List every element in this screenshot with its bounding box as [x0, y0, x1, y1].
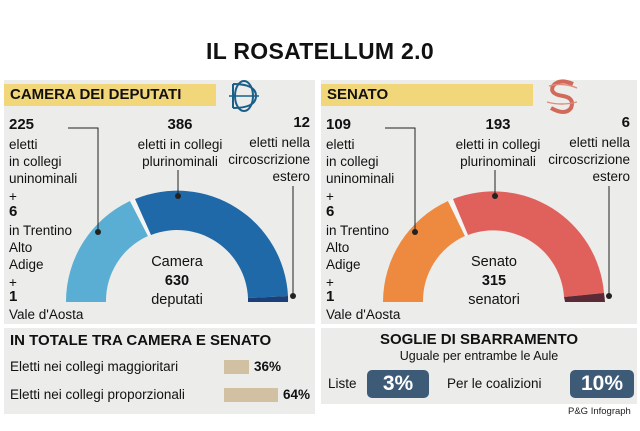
dc-monogram-icon: [229, 80, 259, 112]
camera-trentino-line1: in Trentino: [9, 223, 73, 238]
senato-estero-line1: eletti nella: [569, 135, 630, 150]
camera-arc-plurinominali: [135, 190, 288, 298]
soglie-subtitle: Uguale per entrambe le Aule: [399, 349, 559, 363]
totals-header: IN TOTALE TRA CAMERA E SENATO: [10, 332, 272, 349]
senato-leader-uni: [385, 127, 416, 232]
camera-uni-line3: uninominali: [9, 171, 78, 186]
totals-row-pct: 64%: [283, 387, 311, 402]
senato-aosta-num: 1: [326, 288, 335, 305]
totals-row-label: Eletti nei collegi proporzionali: [10, 387, 185, 402]
camera-uni-line2: in collegi: [9, 154, 62, 169]
camera-pluri-num: 386: [167, 116, 193, 133]
camera-center-top: Camera: [151, 254, 203, 270]
senato-center-num: 315: [481, 273, 507, 289]
camera-estero-num: 12: [293, 114, 310, 131]
camera-center-bottom: deputati: [151, 292, 203, 308]
camera-uni-num: 225: [9, 116, 35, 133]
camera-pluri-line2: plurinominali: [142, 154, 218, 169]
senato-estero-line3: estero: [592, 169, 630, 184]
senato-estero-num: 6: [621, 114, 630, 131]
senato-header: SENATO: [321, 84, 533, 106]
soglie-header: SOGLIE DI SBARRAMENTO: [379, 331, 579, 348]
senato-uni-line1: eletti: [326, 137, 355, 152]
camera-aosta-num: 1: [9, 288, 18, 305]
camera-trentino-num: 6: [9, 203, 18, 220]
totals-row-pct: 36%: [254, 359, 282, 374]
senato-pluri-line1: eletti in collegi: [455, 137, 541, 152]
senato-estero-line2: circoscrizione: [548, 152, 630, 167]
totals-row-bar: [224, 360, 249, 374]
totals-row-label: Eletti nei collegi maggioritari: [10, 359, 179, 374]
senato-pluri-num: 193: [485, 116, 511, 133]
camera-center-num: 630: [164, 273, 190, 289]
page-title: IL ROSATELLUM 2.0: [206, 38, 434, 64]
soglie-coalizioni-label: Per le coalizioni: [447, 376, 542, 391]
camera-leader-uni: [68, 127, 99, 232]
senato-aosta-plus: +: [326, 275, 334, 290]
soglie-liste-label: Liste: [328, 376, 357, 391]
senato-trentino-num: 6: [326, 203, 335, 220]
senato-arc-divider: [448, 199, 468, 236]
camera-arc-estero: [248, 296, 289, 302]
camera-estero-line2: circoscrizione: [228, 152, 310, 167]
senato-trentino-line3: Adige: [326, 257, 361, 272]
senato-pluri-line2: plurinominali: [460, 154, 536, 169]
camera-uni-line1: eletti: [9, 137, 38, 152]
senato-arc-estero: [564, 293, 605, 302]
camera-estero-line3: estero: [272, 169, 310, 184]
senato-uni-num: 109: [326, 116, 352, 133]
soglie-coalizioni-badge: 10%: [570, 370, 634, 398]
senato-center-bottom: senatori: [468, 292, 520, 308]
senato-aosta-label: Vale d'Aosta: [326, 307, 401, 322]
senato-arc-plurinominali: [453, 191, 604, 297]
credit-label: P&G Infograph: [568, 406, 631, 417]
camera-pluri-line1: eletti in collegi: [137, 137, 223, 152]
camera-semicircle-chart: [65, 127, 296, 302]
camera-arc-uninominali: [65, 201, 148, 302]
camera-arc-divider: [130, 199, 151, 236]
soglie-liste-badge: 3%: [367, 370, 429, 398]
camera-header: CAMERA DEI DEPUTATI: [4, 84, 216, 106]
senato-uni-line2: in collegi: [326, 154, 379, 169]
camera-aosta-plus: +: [9, 275, 17, 290]
camera-trentino-plus: +: [9, 189, 17, 204]
senato-uni-line3: uninominali: [326, 171, 395, 186]
s-monogram-icon: [546, 79, 578, 114]
senato-arc-uninominali: [383, 201, 465, 302]
senato-trentino-plus: +: [326, 189, 334, 204]
camera-trentino-line3: Adige: [9, 257, 44, 272]
senato-trentino-line1: in Trentino: [326, 223, 390, 238]
camera-estero-line1: eletti nella: [249, 135, 310, 150]
senato-semicircle-chart: [383, 127, 612, 302]
totals-row-bar: [224, 388, 278, 402]
camera-aosta-label: Vale d'Aosta: [9, 307, 84, 322]
camera-trentino-line2: Alto: [9, 240, 33, 255]
senato-trentino-line2: Alto: [326, 240, 350, 255]
senato-center-top: Senato: [471, 254, 517, 270]
